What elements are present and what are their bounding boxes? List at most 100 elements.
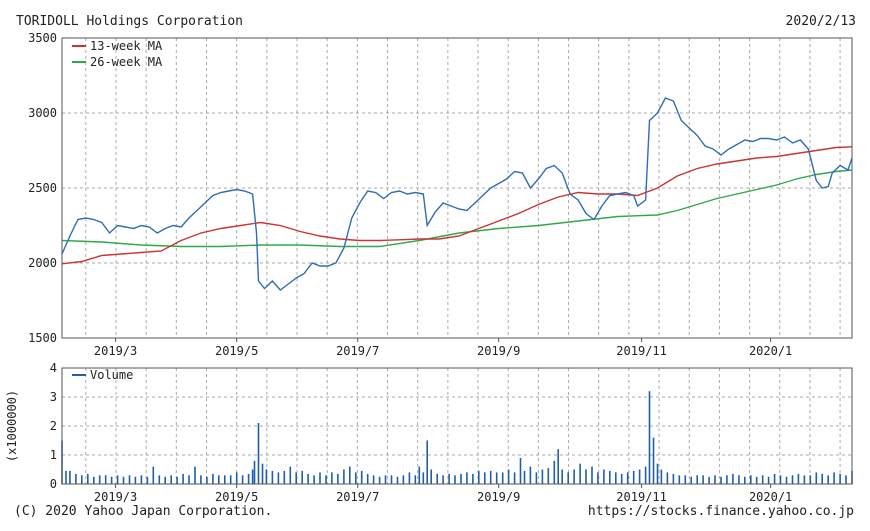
volume-bar xyxy=(579,463,581,484)
volume-bar xyxy=(513,472,516,484)
volume-bar xyxy=(414,475,417,484)
volume-bar xyxy=(188,475,190,484)
volume-bar xyxy=(620,473,623,484)
volume-bar xyxy=(466,472,468,484)
volume-bar xyxy=(261,463,264,484)
volume-bar xyxy=(402,475,405,484)
volume-bar xyxy=(750,475,752,484)
volume-bar xyxy=(408,472,411,484)
volume-bar xyxy=(845,475,847,484)
volume-bar xyxy=(666,472,669,484)
volume-bar xyxy=(134,476,137,485)
volume-bar xyxy=(519,457,522,484)
volume-bar xyxy=(235,472,238,484)
volume-bar xyxy=(140,475,143,484)
volume-bar xyxy=(678,475,681,484)
price-x-tick-label: 2019/5 xyxy=(215,344,258,358)
volume-bar xyxy=(331,472,333,484)
volume-bar xyxy=(773,473,776,484)
volume-bar xyxy=(212,473,214,484)
volume-bar xyxy=(146,476,149,485)
volume-bar xyxy=(744,476,746,485)
volume-bar xyxy=(313,475,315,484)
volume-bar xyxy=(442,475,444,484)
volume-bar xyxy=(495,472,498,484)
volume-bar xyxy=(529,466,532,484)
volume-bar xyxy=(343,469,345,484)
price-y-tick-label: 3500 xyxy=(28,31,57,45)
volume-bar xyxy=(767,476,770,485)
volume-bar xyxy=(194,466,196,484)
volume-bar xyxy=(489,470,492,484)
volume-bar xyxy=(372,475,375,484)
volume-bar xyxy=(567,472,569,484)
volume-bar xyxy=(833,472,835,484)
volume-bar xyxy=(164,476,166,485)
volume-y-tick-label: 4 xyxy=(50,361,57,375)
volume-bar xyxy=(591,466,593,484)
volume-bar xyxy=(690,476,692,485)
volume-bar xyxy=(603,469,605,484)
volume-bar xyxy=(366,473,369,484)
ma26-line xyxy=(61,169,853,248)
volume-bar xyxy=(803,475,806,484)
volume-bar xyxy=(247,473,250,484)
volume-bar xyxy=(839,473,841,484)
volume-bar xyxy=(472,473,474,484)
volume-x-tick-label: 2019/5 xyxy=(215,490,258,504)
volume-bar xyxy=(122,476,125,485)
legend-label-ma13: 13-week MA xyxy=(90,39,163,53)
volume-bar xyxy=(436,473,438,484)
volume-bar xyxy=(158,475,161,484)
volume-bar xyxy=(791,475,794,484)
volume-bar xyxy=(696,475,698,484)
price-y-tick-label: 1500 xyxy=(28,331,57,345)
volume-y-tick-label: 2 xyxy=(50,419,57,433)
volume-bar xyxy=(815,472,818,484)
volume-bar xyxy=(557,449,559,484)
volume-bar xyxy=(337,473,339,484)
volume-bar xyxy=(87,473,89,484)
volume-bar xyxy=(271,470,274,484)
volume-bar xyxy=(224,475,226,484)
volume-bar xyxy=(307,473,309,484)
volume-bar xyxy=(390,475,393,484)
volume-plot-frame xyxy=(61,367,853,485)
volume-bar xyxy=(648,391,651,484)
volume-bar xyxy=(349,466,351,484)
volume-bar xyxy=(638,469,641,484)
volume-bar xyxy=(644,466,647,484)
volume-bar xyxy=(660,469,663,484)
volume-bar xyxy=(738,475,740,484)
volume-x-tick-label: 2020/1 xyxy=(749,490,792,504)
volume-bar xyxy=(547,468,550,484)
volume-bar xyxy=(573,469,575,484)
volume-bar xyxy=(104,475,107,484)
price-x-tick-label: 2019/7 xyxy=(336,344,379,358)
volume-bar xyxy=(65,470,67,484)
volume-bar xyxy=(152,466,155,484)
volume-bar xyxy=(615,472,617,484)
volume-bar xyxy=(251,469,254,484)
ma13-line xyxy=(61,146,853,265)
volume-bar xyxy=(652,437,655,484)
volume-bar xyxy=(265,469,268,484)
volume-bar xyxy=(301,470,303,484)
volume-bar xyxy=(726,475,728,484)
volume-bar xyxy=(609,470,611,484)
volume-x-tick-label: 2019/3 xyxy=(94,490,137,504)
volume-bar xyxy=(541,469,544,484)
volume-bar xyxy=(277,472,280,484)
volume-y-tick-label: 3 xyxy=(50,390,57,404)
volume-bar xyxy=(478,470,480,484)
price-x-tick-label: 2019/11 xyxy=(616,344,667,358)
volume-bar xyxy=(422,472,425,484)
volume-bar xyxy=(378,476,381,485)
volume-bar xyxy=(797,473,800,484)
volume-bar xyxy=(81,475,83,484)
price-line xyxy=(61,97,853,291)
volume-bar xyxy=(597,472,599,484)
volume-bar xyxy=(535,472,538,484)
volume-bar xyxy=(714,475,716,484)
